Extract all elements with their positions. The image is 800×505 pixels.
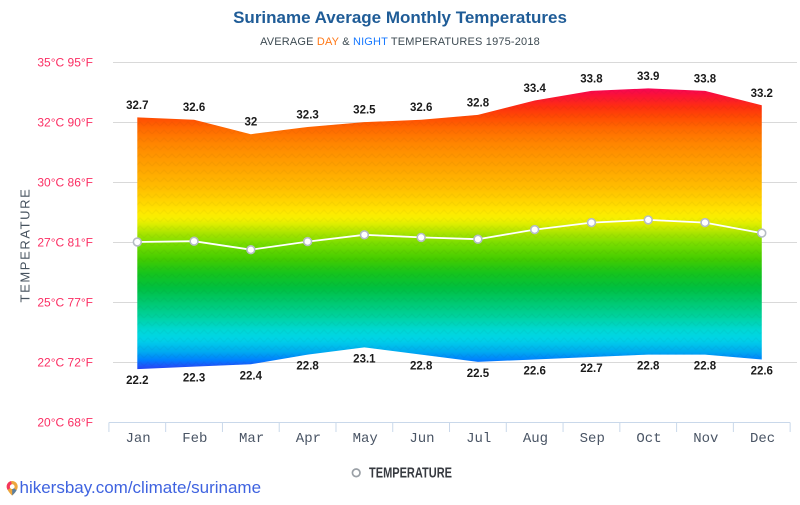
svg-text:TEMPERATURE: TEMPERATURE [369, 465, 452, 482]
svg-text:32.5: 32.5 [353, 105, 376, 117]
svg-text:30°C 86°F: 30°C 86°F [37, 176, 93, 190]
svg-text:Aug: Aug [523, 431, 548, 447]
svg-text:25°C 77°F: 25°C 77°F [37, 296, 93, 310]
svg-text:33.4: 33.4 [523, 83, 546, 95]
svg-text:32.6: 32.6 [410, 102, 432, 114]
svg-text:Feb: Feb [182, 431, 207, 447]
svg-text:Suriname Average Monthly Tempe: Suriname Average Monthly Temperatures [233, 8, 567, 27]
svg-text:Sep: Sep [580, 431, 605, 447]
svg-text:33.8: 33.8 [580, 73, 603, 85]
svg-text:33.2: 33.2 [751, 88, 773, 100]
svg-text:22.6: 22.6 [523, 365, 545, 377]
svg-text:hikersbay.com/climate/suriname: hikersbay.com/climate/suriname [20, 478, 262, 497]
svg-text:22.4: 22.4 [240, 370, 263, 382]
svg-text:35°C 95°F: 35°C 95°F [37, 56, 93, 70]
svg-text:Nov: Nov [693, 431, 718, 447]
svg-text:22.5: 22.5 [467, 368, 490, 380]
svg-text:32: 32 [244, 117, 257, 129]
svg-text:32.8: 32.8 [467, 97, 490, 109]
svg-text:27°C 81°F: 27°C 81°F [37, 236, 93, 250]
svg-text:May: May [353, 431, 378, 447]
svg-text:22.3: 22.3 [183, 373, 205, 385]
svg-text:Apr: Apr [296, 431, 321, 447]
svg-text:32.3: 32.3 [296, 110, 318, 122]
svg-text:20°C 68°F: 20°C 68°F [37, 416, 93, 430]
svg-text:Jun: Jun [409, 431, 434, 447]
svg-text:22.6: 22.6 [751, 365, 773, 377]
svg-text:22.8: 22.8 [694, 361, 717, 373]
svg-text:22.8: 22.8 [637, 361, 660, 373]
svg-text:Jul: Jul [466, 431, 491, 447]
svg-text:23.1: 23.1 [353, 353, 376, 365]
svg-text:Jan: Jan [125, 431, 150, 447]
svg-text:22.2: 22.2 [126, 375, 148, 387]
svg-text:Dec: Dec [750, 431, 775, 447]
svg-text:AVERAGE DAY & NIGHT TEMPERATUR: AVERAGE DAY & NIGHT TEMPERATURES 1975-20… [260, 36, 540, 48]
svg-text:TEMPERATURE: TEMPERATURE [18, 188, 33, 303]
svg-text:Oct: Oct [636, 431, 661, 447]
svg-text:22.7: 22.7 [580, 363, 602, 375]
svg-text:33.9: 33.9 [637, 71, 659, 83]
svg-text:Mar: Mar [239, 431, 264, 447]
svg-text:22.8: 22.8 [410, 361, 433, 373]
svg-text:22.8: 22.8 [296, 361, 319, 373]
svg-text:32.6: 32.6 [183, 102, 205, 114]
svg-text:22°C 72°F: 22°C 72°F [37, 356, 93, 370]
svg-text:33.8: 33.8 [694, 73, 717, 85]
svg-text:32°C 90°F: 32°C 90°F [37, 116, 93, 130]
svg-text:32.7: 32.7 [126, 100, 148, 112]
